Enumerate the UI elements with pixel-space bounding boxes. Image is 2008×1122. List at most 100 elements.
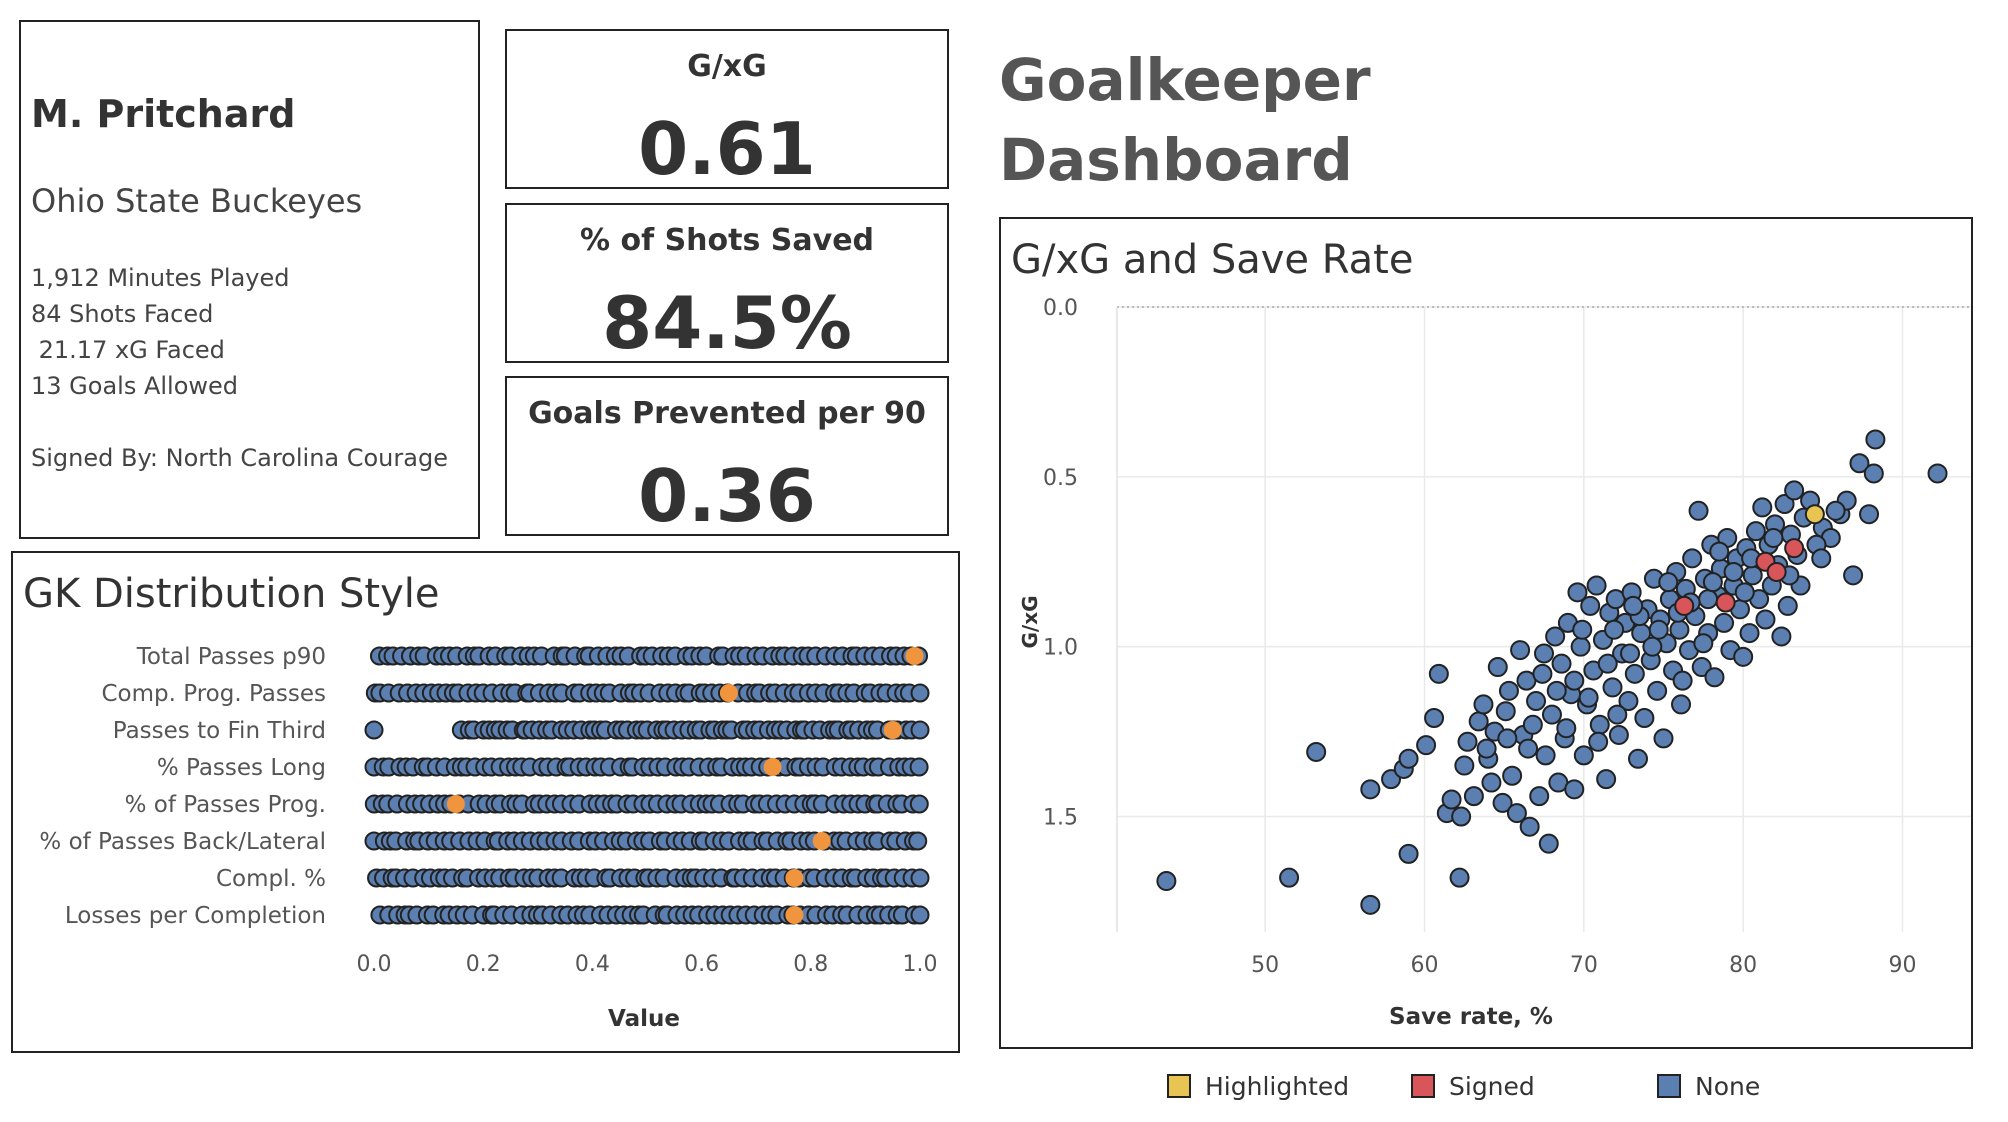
- scatter-point-none: [1534, 643, 1554, 664]
- legend-label-highlighted: Highlighted: [1205, 1071, 1350, 1101]
- scatter-point-none: [1688, 500, 1709, 521]
- player-name: M. Pritchard: [31, 92, 296, 136]
- kpi-value-goals-prevented: 0.36: [638, 454, 816, 538]
- scatter-point-none: [1623, 595, 1644, 616]
- distribution-row-label: % Passes Long: [157, 755, 326, 781]
- scatter-point-none: [1573, 745, 1594, 766]
- distribution-highlight-dot: [785, 869, 804, 887]
- scatter-point-none: [1541, 704, 1562, 725]
- scatter-title: G/xG and Save Rate: [1011, 237, 1414, 283]
- scatter-point-none: [1825, 500, 1846, 521]
- scatter-point-none: [1693, 633, 1714, 654]
- distribution-highlight-dot: [446, 795, 465, 813]
- scatter-point-none: [1451, 806, 1472, 827]
- scatter-point-none: [1734, 582, 1755, 603]
- scatter-point-none: [1441, 789, 1462, 810]
- distribution-row-label: Passes to Fin Third: [113, 718, 326, 744]
- scatter-point-none: [1526, 691, 1547, 712]
- distribution-title: GK Distribution Style: [23, 571, 440, 617]
- kpi-label-shots-saved: % of Shots Saved: [579, 223, 875, 258]
- player-team: Ohio State Buckeyes: [31, 182, 363, 220]
- scatter-point-none: [1586, 575, 1607, 596]
- scatter-point-none: [1589, 714, 1610, 735]
- legend-swatch-signed: [1411, 1074, 1435, 1098]
- distribution-highlight-dot: [719, 684, 738, 702]
- scatter-point-none: [1398, 843, 1419, 864]
- scatter-point-signed: [1784, 538, 1805, 559]
- scatter-point-none: [1510, 640, 1531, 661]
- scatter-point-none: [1777, 595, 1798, 616]
- scatter-point-none: [1698, 589, 1719, 610]
- scatter-panel: G/xG and Save Rate 50 60 70 80 90 0.0 0.5 1.0 1.…: [999, 217, 1973, 1049]
- scatter-point-none: [1702, 572, 1723, 593]
- scatter-point-none: [1648, 619, 1669, 640]
- legend-item-highlighted: Highlighted: [1167, 1066, 1349, 1106]
- scatter-point-none: [1669, 619, 1690, 640]
- scatter-point-none: [1863, 463, 1884, 484]
- scatter-point-none: [1843, 565, 1864, 586]
- scatter-point-none: [1487, 657, 1508, 678]
- scatter-point-none: [1739, 623, 1760, 644]
- kpi-card-shots-saved: % of Shots Saved 84.5%: [505, 203, 949, 365]
- scatter-point-none: [1596, 769, 1617, 790]
- scatter-point-signed: [1715, 592, 1736, 613]
- scatter-x-tick: 60: [1411, 953, 1439, 978]
- scatter-point-none: [1522, 714, 1543, 735]
- distribution-chart: Total Passes p90 Comp. Prog. Passes Passes…: [39, 644, 938, 1032]
- scatter-point-none: [1672, 670, 1693, 691]
- scatter-point-none: [1714, 612, 1735, 633]
- scatter-point-none: [1156, 871, 1177, 892]
- scatter-point-none: [1634, 708, 1655, 729]
- scatter-point-signed: [1766, 561, 1787, 582]
- distribution-x-tick: 1.0: [903, 952, 938, 977]
- scatter-point-none: [1642, 636, 1663, 657]
- distribution-row-label: Comp. Prog. Passes: [102, 681, 327, 707]
- scatter-point-none: [1567, 582, 1588, 603]
- scatter-y-tick: 0.0: [1043, 296, 1078, 321]
- scatter-y-label: G/xG: [1018, 595, 1042, 648]
- scatter-point-none: [1416, 735, 1437, 756]
- scatter-point-none: [1608, 724, 1629, 745]
- scatter-point-none: [1497, 728, 1518, 749]
- scatter-y-tick: 1.0: [1043, 636, 1078, 661]
- scatter-point-none: [1306, 741, 1327, 762]
- distribution-highlight-dot: [812, 832, 831, 850]
- scatter-point-none: [1597, 653, 1618, 674]
- scatter-y-tick: 0.5: [1043, 466, 1078, 491]
- distribution-x-label: Value: [608, 1006, 680, 1032]
- scatter-point-none: [1811, 548, 1832, 569]
- scatter-point-none: [1745, 521, 1766, 542]
- scatter-point-none: [1518, 738, 1539, 759]
- distribution-highlight-dot: [763, 758, 782, 776]
- scatter-point-none: [1671, 694, 1692, 715]
- scatter-point-none: [1859, 504, 1880, 525]
- scatter-point-none: [1570, 636, 1591, 657]
- kpi-label-gxg: G/xG: [687, 49, 767, 84]
- distribution-dot: [910, 905, 930, 925]
- distribution-row-label: Total Passes p90: [136, 644, 326, 670]
- scatter-point-none: [1771, 626, 1792, 647]
- scatter-point-none: [1624, 663, 1645, 684]
- kpi-label-goals-prevented: Goals Prevented per 90: [528, 396, 926, 431]
- scatter-point-none: [1492, 792, 1513, 813]
- scatter-point-none: [1454, 755, 1475, 776]
- scatter-point-none: [1755, 609, 1776, 630]
- distribution-dot: [909, 794, 929, 814]
- scatter-point-none: [1733, 646, 1754, 667]
- scatter-point-none: [1572, 619, 1593, 640]
- scatter-point-none: [1449, 867, 1470, 888]
- scatter-point-none: [1529, 786, 1550, 807]
- distribution-dot: [909, 757, 929, 777]
- distribution-row-label: Compl. %: [216, 866, 326, 892]
- scatter-x-tick: 70: [1570, 953, 1598, 978]
- scatter-point-highlighted: [1804, 504, 1825, 525]
- scatter-point-none: [1763, 527, 1784, 548]
- scatter-point-none: [1704, 667, 1725, 688]
- kpi-value-gxg: 0.61: [638, 107, 816, 191]
- scatter-y-tick: 1.5: [1043, 806, 1078, 831]
- distribution-x-tick: 0.6: [684, 952, 719, 977]
- shots-faced: 84 Shots Faced: [31, 300, 214, 328]
- scatter-point-none: [1618, 691, 1639, 712]
- scatter-point-none: [1502, 765, 1523, 786]
- scatter-point-none: [1506, 803, 1527, 824]
